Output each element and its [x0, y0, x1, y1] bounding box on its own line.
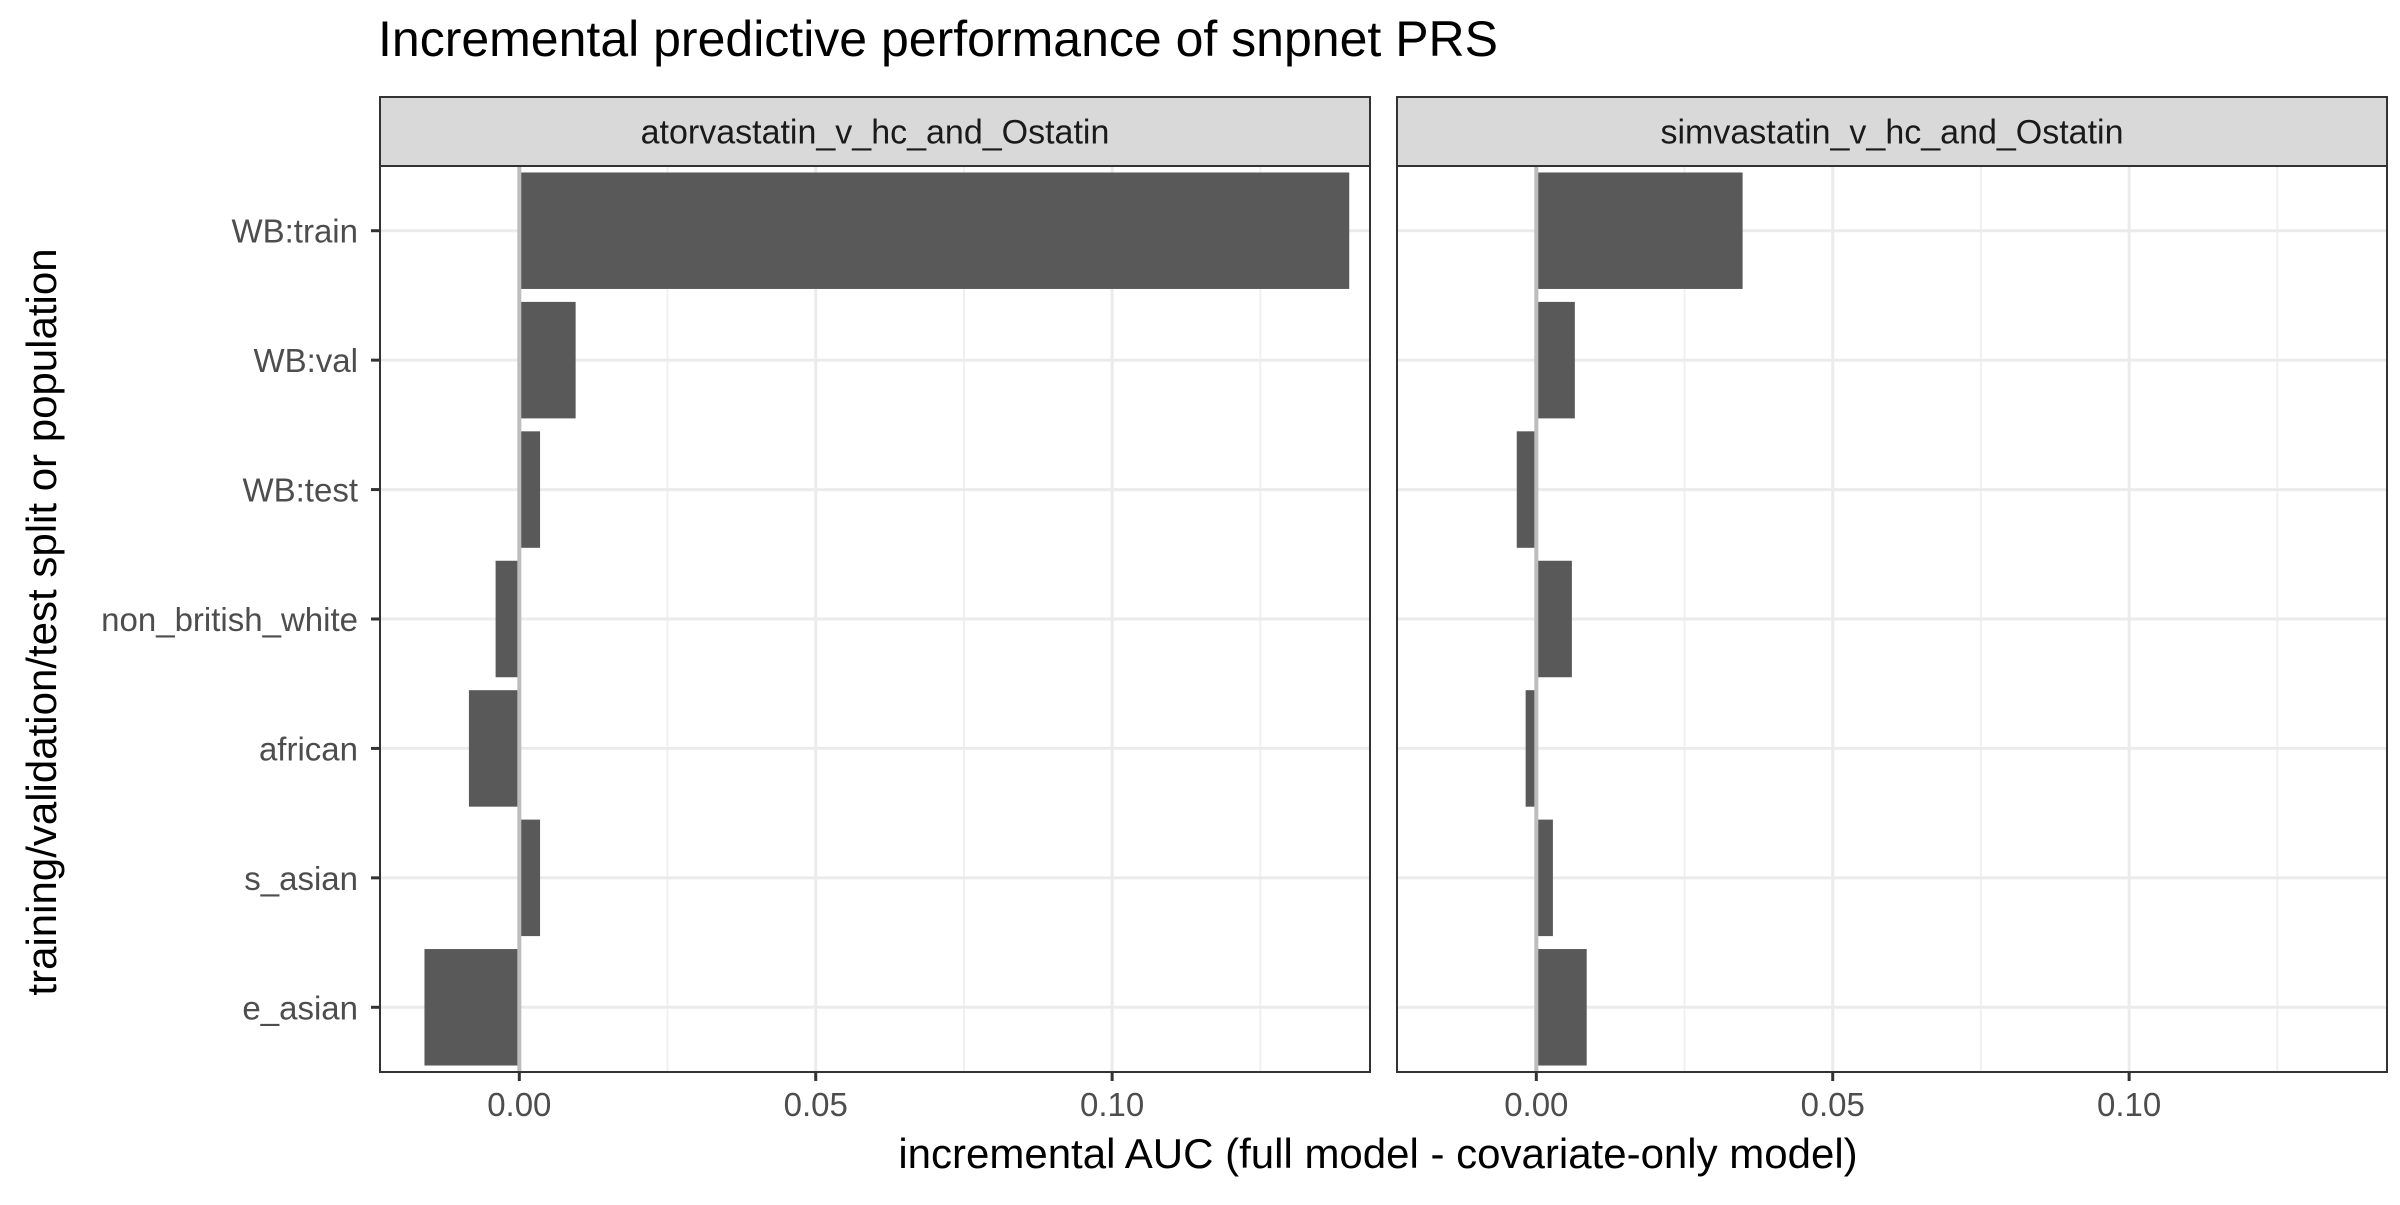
bar-e-asian — [424, 949, 520, 1066]
x-tick-label: 0.00 — [487, 1086, 551, 1123]
y-axis-label: training/validation/test split or popula… — [18, 248, 65, 995]
bar-wb-train — [1536, 172, 1743, 289]
bar-african — [1525, 690, 1537, 807]
bar-wb-val — [519, 301, 576, 419]
y-tick-label-wb-val: WB:val — [253, 342, 358, 379]
y-tick-label-wb-train: WB:train — [231, 213, 358, 250]
x-tick-label: 0.05 — [784, 1086, 848, 1123]
facet-strip — [1396, 96, 2388, 167]
x-tick-label: 0.00 — [1504, 1086, 1568, 1123]
x-tick-label: 0.05 — [1801, 1086, 1865, 1123]
y-axis: WB:train WB:val WB:test non_british_whiteaf… — [101, 213, 380, 1026]
x-axis-label: incremental AUC (full model - covariate-… — [898, 1130, 1857, 1177]
bar-wb-test — [519, 431, 541, 548]
bar-non-british-white — [1536, 560, 1572, 678]
facet-strip-label: simvastatin_v_hc_and_Ostatin — [1660, 114, 2123, 152]
x-tick-label: 0.10 — [2097, 1086, 2161, 1123]
panel-1: atorvastatin_v_hc_and_Ostatin 0.00 0.05 0.1… — [379, 96, 1371, 1123]
bar-wb-test — [1516, 431, 1537, 548]
y-tick-label-e-asian: e_asian — [242, 989, 358, 1026]
bar-s-asian — [1536, 819, 1553, 937]
facet-strip-label: atorvastatin_v_hc_and_Ostatin — [641, 114, 1110, 152]
bar-non-british-white — [495, 560, 520, 678]
panels: atorvastatin_v_hc_and_Ostatin 0.00 0.05 0.1… — [379, 96, 2388, 1123]
chart-title: Incremental predictive performance of sn… — [378, 11, 1498, 67]
y-tick-label-african: african — [259, 730, 358, 767]
bar-s-asian — [519, 819, 541, 937]
panel-2: simvastatin_v_hc_and_Ostatin 0.00 0.05 0.10 — [1396, 96, 2388, 1123]
facet-strip — [379, 96, 1371, 167]
bar-wb-train — [519, 172, 1350, 289]
bar-e-asian — [1536, 949, 1587, 1066]
y-tick-label-s-asian: s_asian — [244, 860, 358, 897]
y-tick-label-wb-test: WB:test — [242, 472, 358, 509]
bar-african — [468, 690, 520, 807]
x-tick-label: 0.10 — [1080, 1086, 1144, 1123]
bar-wb-val — [1536, 301, 1575, 419]
y-tick-label-non-british-white: non_british_white — [101, 601, 358, 638]
